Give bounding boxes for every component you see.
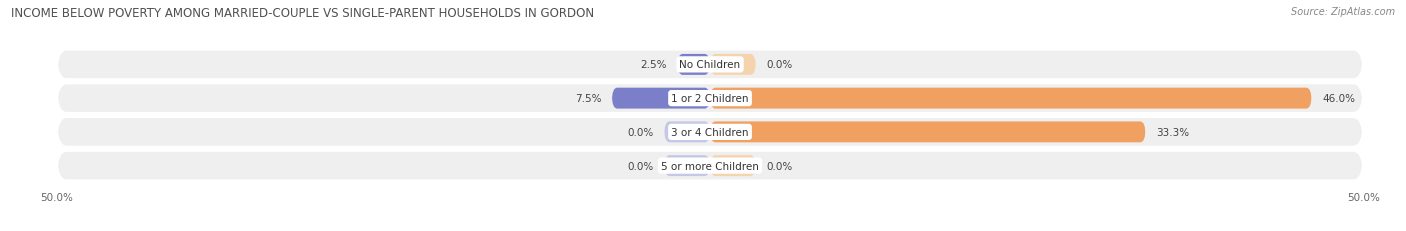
Text: Source: ZipAtlas.com: Source: ZipAtlas.com [1291,7,1395,17]
FancyBboxPatch shape [56,50,1364,80]
Text: 0.0%: 0.0% [627,161,654,171]
FancyBboxPatch shape [664,122,710,143]
Text: 3 or 4 Children: 3 or 4 Children [671,127,749,137]
Text: 0.0%: 0.0% [766,60,793,70]
FancyBboxPatch shape [612,88,710,109]
FancyBboxPatch shape [678,55,710,76]
Text: 33.3%: 33.3% [1156,127,1189,137]
Text: 1 or 2 Children: 1 or 2 Children [671,94,749,104]
FancyBboxPatch shape [56,151,1364,181]
FancyBboxPatch shape [710,155,756,176]
Text: 5 or more Children: 5 or more Children [661,161,759,171]
Text: 0.0%: 0.0% [766,161,793,171]
Text: No Children: No Children [679,60,741,70]
Text: 0.0%: 0.0% [627,127,654,137]
Text: 7.5%: 7.5% [575,94,602,104]
Text: INCOME BELOW POVERTY AMONG MARRIED-COUPLE VS SINGLE-PARENT HOUSEHOLDS IN GORDON: INCOME BELOW POVERTY AMONG MARRIED-COUPL… [11,7,595,20]
FancyBboxPatch shape [56,118,1364,147]
FancyBboxPatch shape [56,84,1364,113]
Text: 46.0%: 46.0% [1322,94,1355,104]
FancyBboxPatch shape [664,155,710,176]
Text: 2.5%: 2.5% [640,60,666,70]
FancyBboxPatch shape [710,88,1312,109]
FancyBboxPatch shape [710,55,756,76]
FancyBboxPatch shape [710,122,1146,143]
